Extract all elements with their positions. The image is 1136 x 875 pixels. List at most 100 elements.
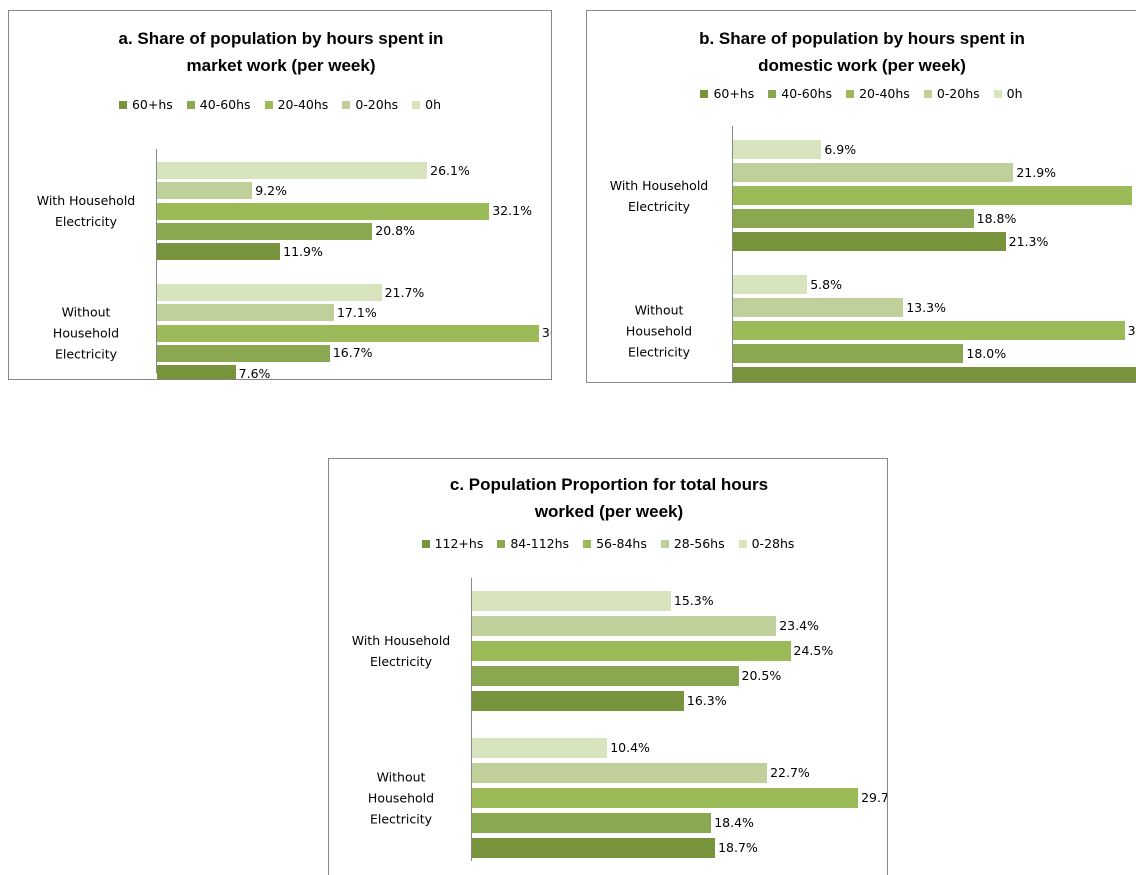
legend-swatch — [342, 100, 351, 109]
value-label: 21.9% — [1016, 164, 1057, 180]
legend-label: 0-20hs — [355, 97, 399, 112]
bar — [472, 641, 791, 661]
category-label: With Household Electricity — [351, 633, 451, 669]
value-label: 18.7% — [718, 840, 758, 855]
legend-swatch — [768, 89, 777, 98]
category-label: With Household Electricity — [36, 193, 136, 230]
value-label: 15.3% — [673, 593, 714, 608]
value-label: 21.3% — [1008, 233, 1049, 249]
legend-swatch — [738, 539, 747, 548]
legend-item: 84-112hs — [497, 536, 569, 551]
value-label: 17.1% — [336, 304, 377, 320]
value-label: 20.5% — [741, 668, 782, 683]
axis-line — [732, 126, 733, 382]
legend-label: 0-20hs — [936, 86, 980, 101]
bar — [157, 344, 330, 362]
category-label: With Household Electricity — [609, 177, 709, 214]
bar — [472, 738, 608, 758]
bar — [733, 163, 1014, 182]
legend-swatch — [993, 89, 1002, 98]
legend-item: 20-40hs — [264, 97, 329, 112]
legend-swatch — [583, 539, 592, 548]
bar — [157, 222, 373, 240]
legend-label: 60+hs — [131, 97, 173, 112]
legend-swatch — [660, 539, 669, 548]
value-label: 11.9% — [283, 243, 323, 259]
legend-item: 40-60hs — [768, 86, 832, 101]
bar — [157, 243, 281, 261]
bar — [733, 275, 808, 294]
legend-swatch — [412, 100, 421, 109]
legend-item: 60+hs — [700, 86, 754, 101]
value-label: 24.5% — [793, 643, 834, 658]
value-label: 21.7% — [384, 284, 425, 300]
legend-item: 0-28hs — [738, 536, 794, 551]
axis-line — [156, 149, 157, 373]
bar — [157, 162, 428, 179]
bar — [157, 202, 490, 220]
legend-swatch — [846, 89, 855, 98]
chart-title: a. Share of population by hours spent in… — [118, 29, 444, 75]
bar — [472, 616, 777, 636]
legend-item: 56-84hs — [583, 536, 647, 551]
value-label: 32.1% — [492, 203, 532, 219]
legend-swatch — [497, 539, 506, 548]
legend-swatch — [700, 89, 709, 98]
category-label: Without Household Electricity — [52, 304, 120, 362]
legend-swatch — [421, 539, 430, 548]
legend-item: 112+hs — [421, 536, 483, 551]
legend: 60+hs 40-60hs 20-40hs 0-20hs 0h — [587, 86, 1136, 101]
legend-swatch — [264, 100, 273, 109]
legend-label: 60+hs — [713, 86, 755, 101]
legend-label: 28-56hs — [673, 536, 725, 551]
value-label: 29.7% — [861, 790, 887, 805]
bar — [733, 344, 964, 363]
value-label: 26.1% — [430, 162, 470, 178]
value-label: 36.9% — [541, 325, 551, 341]
legend-item: 0-20hs — [342, 97, 398, 112]
value-label: 20.8% — [375, 223, 415, 239]
legend-item: 20-40hs — [846, 86, 910, 101]
legend-swatch — [186, 100, 195, 109]
bar — [157, 182, 253, 200]
bar — [157, 304, 334, 322]
bar — [733, 298, 904, 317]
legend-label: 40-60hs — [781, 86, 833, 101]
value-label: 22.7% — [770, 765, 810, 780]
bar — [733, 186, 1133, 205]
chart-title: c. Population Proportion for total hours… — [449, 475, 769, 521]
value-label: 30.6% — [1127, 322, 1136, 338]
bar — [733, 232, 1006, 251]
value-label: 18.0% — [966, 345, 1007, 361]
bar — [733, 367, 1136, 382]
bar — [472, 838, 716, 858]
value-label: 18.8% — [976, 210, 1017, 226]
chart-panel: a. Share of population by hours spent in… — [8, 10, 552, 380]
axis-line — [471, 578, 472, 861]
bar — [157, 284, 382, 301]
legend-item: 0-20hs — [923, 86, 980, 101]
legend-label: 84-112hs — [510, 536, 570, 551]
bar — [472, 788, 859, 808]
value-label: 13.3% — [906, 299, 946, 315]
value-label: 7.6% — [238, 365, 271, 380]
legend-label: 40-60hs — [199, 97, 251, 112]
legend: 112+hs 84-112hs 56-84hs 28-56hs 0-28hs — [329, 536, 887, 551]
legend-item: 0h — [412, 97, 441, 112]
bar — [733, 209, 974, 228]
bar — [472, 666, 739, 686]
legend-item: 28-56hs — [660, 536, 725, 551]
category-label: Without Household Electricity — [625, 302, 693, 359]
value-label: 16.7% — [332, 345, 373, 361]
legend-label: 20-40hs — [277, 97, 329, 112]
value-label: 9.2% — [255, 182, 287, 198]
value-label: 18.4% — [714, 815, 754, 830]
legend: 60+hs 40-60hs 20-40hs 0-20hs 0h — [9, 97, 551, 112]
chart-panel: b. Share of population by hours spent in… — [586, 10, 1136, 383]
legend-label: 0h — [1006, 86, 1023, 101]
bar — [472, 591, 671, 611]
bar — [472, 691, 684, 711]
legend-label: 20-40hs — [859, 86, 910, 101]
category-label: Without Household Electricity — [367, 769, 435, 827]
